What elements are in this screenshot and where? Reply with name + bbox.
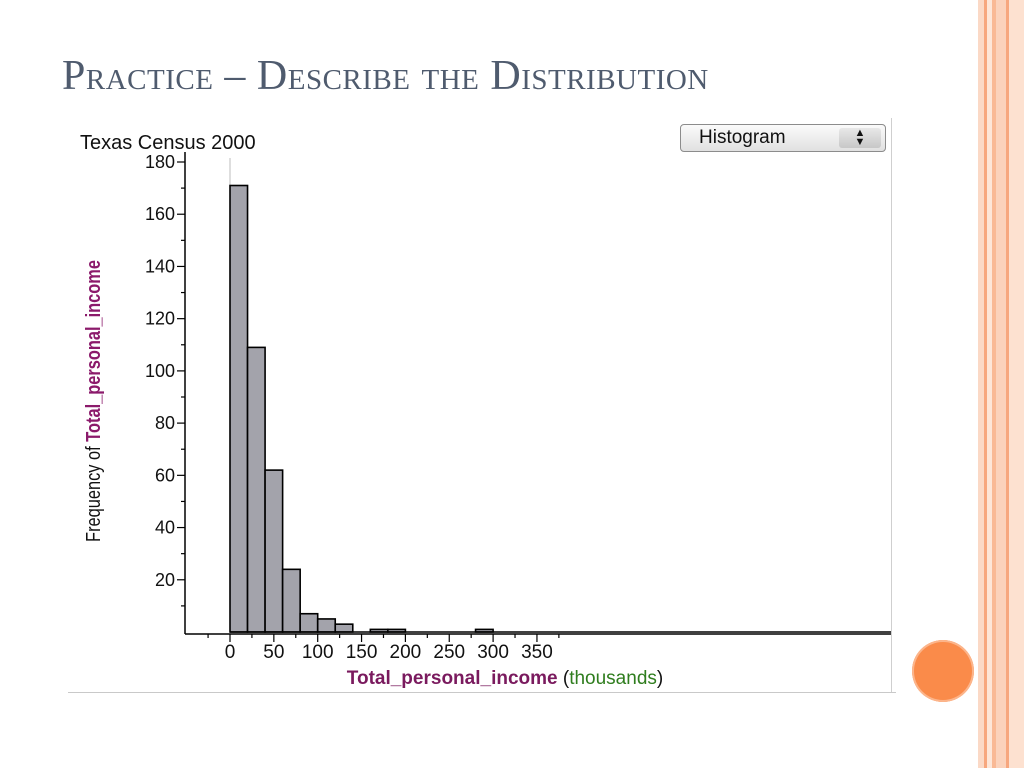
chart-panel: Texas Census 2000 Histogram ▲ ▼ 20 40 60 80 1… — [68, 118, 896, 693]
x-tick-label: 50 — [263, 642, 284, 663]
y-tick-label: 80 — [155, 413, 175, 433]
display-type-value: Histogram — [699, 127, 786, 148]
histogram-bar — [229, 184, 249, 633]
histogram-bar — [316, 618, 337, 633]
x-axis-label-part: thousands — [569, 668, 657, 689]
decor-stripe — [996, 0, 1006, 768]
up-down-arrows-icon: ▲ ▼ — [839, 128, 881, 148]
y-axis-label: Frequency of Total_personal_income — [81, 260, 104, 542]
y-tick-label: 140 — [145, 256, 175, 276]
histogram-plot: 20 40 60 80 100 120 140 160 180 0 50 100 150 200 250 30… — [81, 152, 891, 689]
y-tick-label: 20 — [155, 570, 175, 590]
decor-stripe — [987, 0, 992, 768]
decor-stripe — [1009, 0, 1024, 768]
x-axis-label-part: Total_personal_income — [347, 668, 558, 689]
decor-stripe — [992, 0, 996, 768]
slide-title: Practice – Describe the Distribution — [62, 53, 709, 99]
display-type-select[interactable]: Histogram ▲ ▼ — [680, 124, 886, 152]
x-tick-label: 150 — [346, 642, 378, 663]
x-tick-label: 0 — [225, 642, 236, 663]
decor-stripe — [978, 0, 984, 768]
histogram-bar — [281, 568, 301, 633]
y-tick-label: 160 — [145, 204, 175, 224]
panel-edge — [891, 118, 892, 692]
y-tick-label: 120 — [145, 309, 175, 329]
y-tick-label: 180 — [145, 152, 175, 172]
decor-circle — [912, 640, 974, 702]
x-tick-label: 250 — [433, 642, 465, 663]
decor-stripe — [1006, 0, 1009, 768]
y-tick-label: 60 — [155, 465, 175, 485]
y-tick-label: 100 — [145, 361, 175, 381]
y-axis-label-part: Total_personal_income — [81, 260, 104, 442]
y-axis-label-part: Frequency of — [81, 442, 104, 542]
histogram-bar — [334, 623, 354, 633]
x-axis-label-part: ( — [558, 668, 570, 689]
x-tick-label: 300 — [477, 642, 509, 663]
x-tick-label: 350 — [521, 642, 553, 663]
chart-title: Texas Census 2000 — [80, 132, 256, 154]
decor-stripe — [984, 0, 987, 768]
x-tick-label: 200 — [390, 642, 422, 663]
histogram-bar — [246, 346, 266, 633]
x-axis-label: Total_personal_income (thousands) — [347, 668, 663, 689]
histogram-bar — [299, 612, 319, 633]
y-tick-label: 40 — [155, 518, 175, 538]
histogram-bar — [264, 469, 284, 633]
x-tick-label: 100 — [302, 642, 334, 663]
x-axis-label-part: ) — [657, 668, 663, 689]
